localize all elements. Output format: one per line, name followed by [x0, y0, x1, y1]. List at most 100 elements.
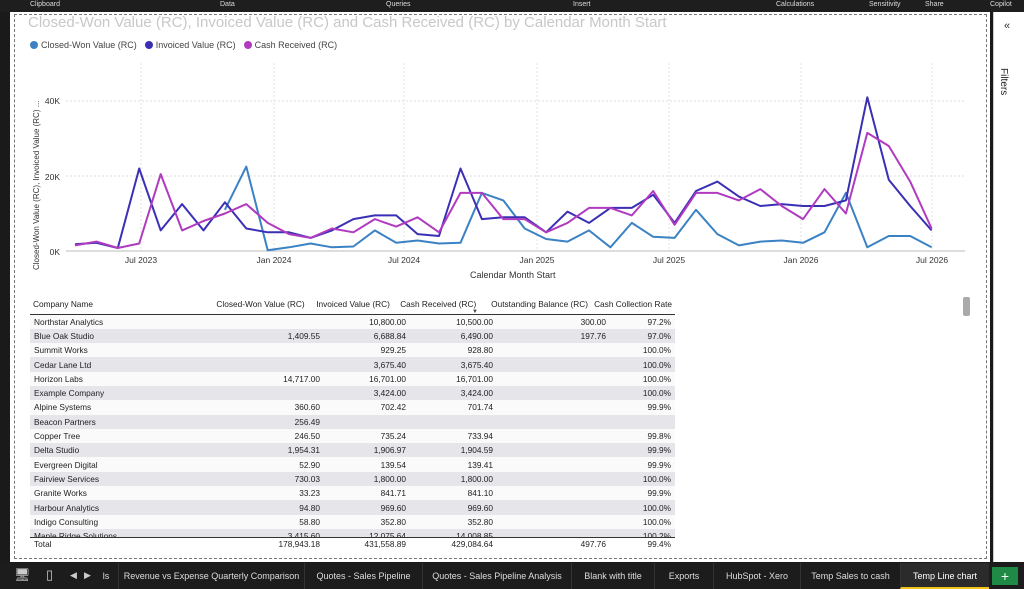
- company-name-cell: Delta Studio: [30, 443, 188, 458]
- data-table-body: Northstar Analytics 10,800.00 10,500.00 300…: [30, 314, 675, 537]
- value-cell: 360.60: [188, 400, 324, 415]
- value-cell: 97.0%: [610, 328, 675, 344]
- company-name-cell: Cedar Lane Ltd: [30, 357, 188, 372]
- filters-pane[interactable]: « Filters: [993, 12, 1024, 562]
- chart-title: Closed-Won Value (RC), Invoiced Value (R…: [28, 14, 667, 31]
- company-name-cell: Alpine Systems: [30, 400, 188, 415]
- value-cell: [410, 414, 497, 429]
- add-page-button[interactable]: +: [992, 567, 1018, 585]
- company-name-cell: Example Company: [30, 385, 188, 401]
- page-tab[interactable]: Quotes - Sales Pipeline: [304, 563, 422, 589]
- column-header[interactable]: Company Name: [30, 295, 177, 315]
- table-row[interactable]: Indigo Consulting 58.80 352.80 352.80 100.0%: [30, 514, 675, 529]
- legend-label: Closed-Won Value (RC): [41, 40, 137, 50]
- value-cell: 100.0%: [610, 500, 675, 515]
- y-tick-label: 40K: [45, 96, 60, 106]
- table-scrollbar-thumb[interactable]: [963, 297, 970, 316]
- legend-item-closed-won[interactable]: Closed-Won Value (RC): [30, 40, 137, 50]
- value-cell: 94.80: [188, 500, 324, 515]
- ribbon-group-copilot[interactable]: Copilot: [990, 1, 1012, 8]
- column-header[interactable]: Cash Received (RC): [392, 295, 480, 315]
- ribbon-group-calculations[interactable]: Calculations: [776, 1, 815, 8]
- value-cell: 58.80: [188, 514, 324, 529]
- value-cell: 10,800.00: [324, 314, 410, 329]
- table-row[interactable]: Summit Works 929.25 928.80 100.0%: [30, 343, 675, 358]
- x-tick-label: Jan 2024: [257, 255, 292, 265]
- value-cell: 1,800.00: [410, 471, 497, 487]
- column-header[interactable]: Outstanding Balance (RC): [479, 295, 592, 315]
- table-row[interactable]: Granite Works 33.23 841.71 841.10 99.9%: [30, 486, 675, 501]
- value-cell: 928.80: [410, 343, 497, 358]
- scroll-left-icon[interactable]: ◀: [70, 570, 77, 580]
- value-cell: 3,424.00: [410, 385, 497, 401]
- ribbon-group-clipboard[interactable]: Clipboard: [30, 1, 60, 8]
- x-tick-label: Jul 2023: [125, 255, 157, 265]
- ribbon-group-sensitivity[interactable]: Sensitivity: [869, 1, 901, 8]
- value-cell: [497, 357, 610, 372]
- value-cell: [497, 471, 610, 487]
- series-line-cash-received-rc[interactable]: [74, 131, 933, 249]
- table-row[interactable]: Harbour Analytics 94.80 969.60 969.60 100.0%: [30, 500, 675, 515]
- table-header-row: Company Name Closed-Won Value (RC) Invoi…: [30, 295, 675, 315]
- value-cell: 6,490.00: [410, 328, 497, 344]
- page-tab[interactable]: HubSpot - Xero: [713, 563, 800, 589]
- table-row[interactable]: Northstar Analytics 10,800.00 10,500.00 300…: [30, 314, 675, 329]
- page-tab-active[interactable]: Temp Line chart: [900, 563, 989, 589]
- table-body-viewport[interactable]: Northstar Analytics 10,800.00 10,500.00 300…: [30, 314, 675, 537]
- column-header[interactable]: Cash Collection Rate: [591, 295, 675, 315]
- table-row[interactable]: Delta Studio 1,954.31 1,906.97 1,904.59 99.9…: [30, 443, 675, 458]
- ribbon-group-queries[interactable]: Queries: [386, 1, 411, 8]
- table-row[interactable]: Alpine Systems 360.60 702.42 701.74 99.9%: [30, 400, 675, 415]
- value-cell: [497, 500, 610, 515]
- page-tab[interactable]: Blank with title: [571, 563, 654, 589]
- ribbon-group-share[interactable]: Share: [925, 1, 944, 8]
- line-chart[interactable]: 40K 20K 0K Jul 2023 Jan 2024 Jul 2024 Ja…: [0, 0, 990, 290]
- desktop-view-icon[interactable]: 🖥: [14, 567, 31, 582]
- value-cell: 6,688.84: [324, 328, 410, 344]
- table-row[interactable]: Blue Oak Studio 1,409.55 6,688.84 6,490.00 1…: [30, 328, 675, 344]
- legend-item-invoiced[interactable]: Invoiced Value (RC): [144, 40, 236, 50]
- legend-item-cash-received[interactable]: Cash Received (RC): [243, 40, 337, 50]
- value-cell: 3,675.40: [324, 357, 410, 372]
- page-tab[interactable]: Exports: [654, 563, 713, 589]
- value-cell: 1,904.59: [410, 443, 497, 458]
- company-name-cell: Fairview Services: [30, 471, 188, 487]
- table-row[interactable]: Horizon Labs 14,717.00 16,701.00 16,701.00 1…: [30, 371, 675, 386]
- value-cell: 100.0%: [610, 514, 675, 529]
- series-line-closed-won-value-rc[interactable]: [224, 165, 933, 252]
- table-row[interactable]: Example Company 3,424.00 3,424.00 100.0%: [30, 385, 675, 401]
- value-cell: [324, 414, 410, 429]
- page-tab[interactable]: Quotes - Sales Pipeline Analysis: [422, 563, 571, 589]
- total-cell: Total: [30, 536, 188, 551]
- table-row[interactable]: Evergreen Digital 52.90 139.54 139.41 99.9%: [30, 457, 675, 472]
- table-row[interactable]: Fairview Services 730.03 1,800.00 1,800.00 1…: [30, 471, 675, 487]
- series-line-invoiced-value-rc[interactable]: [74, 96, 933, 249]
- value-cell: 139.54: [324, 457, 410, 472]
- visual-selection-border: [14, 14, 987, 559]
- scroll-right-icon[interactable]: ▶: [84, 570, 91, 580]
- value-cell: 300.00: [497, 314, 610, 329]
- value-cell: 99.8%: [610, 428, 675, 444]
- column-header[interactable]: Invoiced Value (RC): [307, 295, 393, 315]
- page-tab[interactable]: Temp Sales to cash: [800, 563, 900, 589]
- table-row[interactable]: Beacon Partners 256.49: [30, 414, 675, 429]
- table-row[interactable]: Maple Ridge Solutions 3,415.60 12,075.64 14…: [30, 528, 675, 537]
- data-table-total: Total 178,943.18 431,558.89 429,084.64 4…: [30, 536, 675, 551]
- value-cell: 52.90: [188, 457, 324, 472]
- table-row[interactable]: Cedar Lane Ltd 3,675.40 3,675.40 100.0%: [30, 357, 675, 372]
- chart-legend: Closed-Won Value (RC) Invoiced Value (RC…: [30, 40, 337, 50]
- value-cell: 99.9%: [610, 457, 675, 472]
- data-table: Company Name Closed-Won Value (RC) Invoi…: [30, 295, 675, 315]
- page-tab[interactable]: ls: [102, 571, 110, 581]
- value-cell: 16,701.00: [410, 371, 497, 386]
- filters-label[interactable]: Filters: [998, 68, 1009, 96]
- ribbon-group-insert[interactable]: Insert: [573, 1, 591, 8]
- value-cell: 1,409.55: [188, 328, 324, 344]
- page-tab[interactable]: Revenue vs Expense Quarterly Comparison: [118, 563, 304, 589]
- table-row[interactable]: Copper Tree 246.50 735.24 733.94 99.8%: [30, 428, 675, 444]
- value-cell: 969.60: [410, 500, 497, 515]
- mobile-view-icon[interactable]: ▯: [46, 567, 54, 582]
- ribbon-group-data[interactable]: Data: [220, 1, 235, 8]
- column-header[interactable]: Closed-Won Value (RC): [176, 295, 308, 315]
- collapse-chevron-icon[interactable]: «: [1004, 20, 1011, 32]
